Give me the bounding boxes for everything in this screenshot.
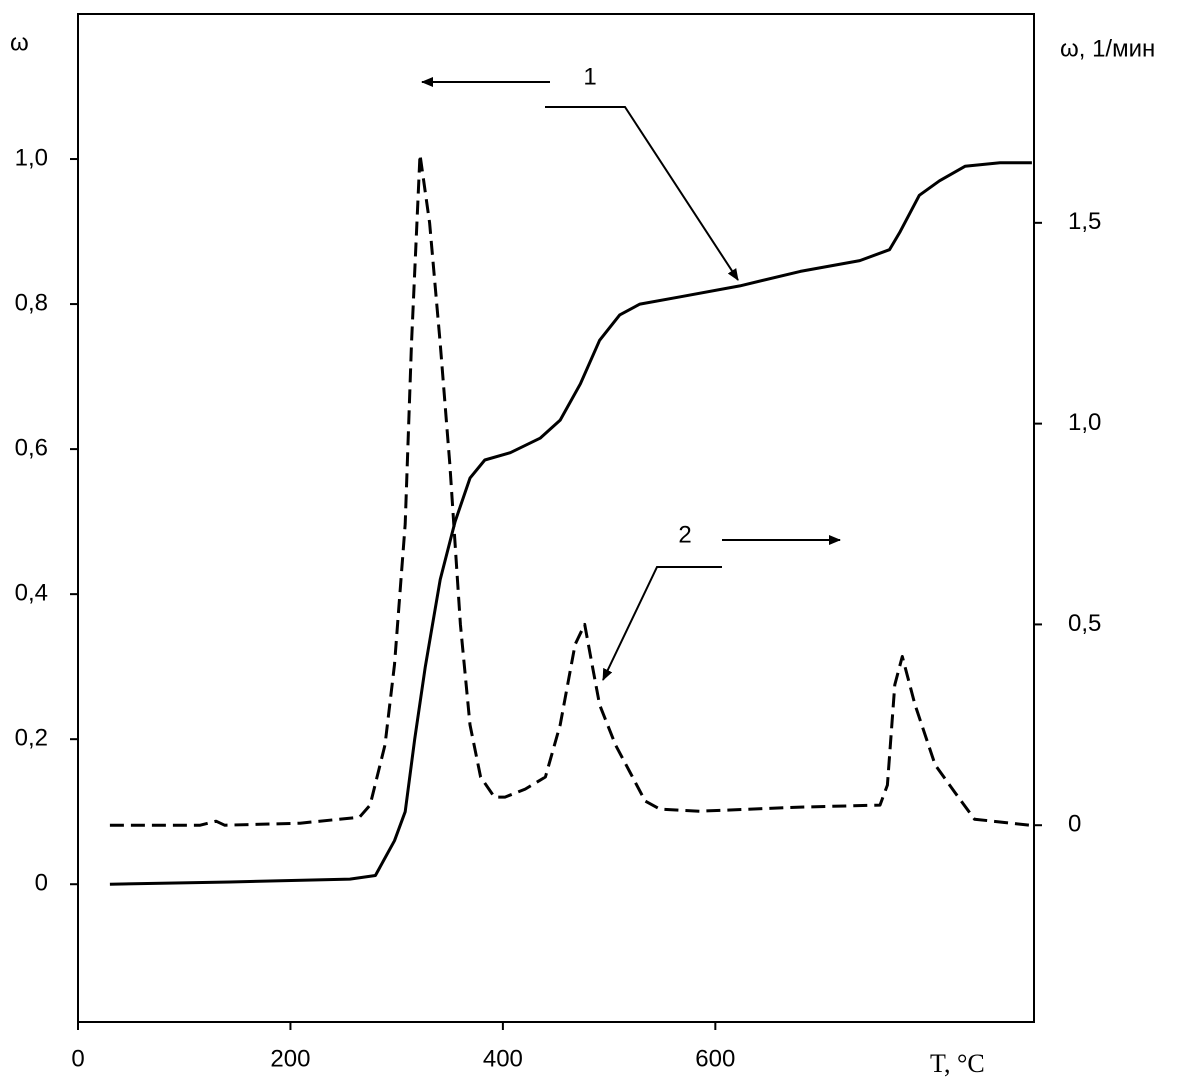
x-tick-label: 0 — [71, 1045, 84, 1072]
series-line — [109, 153, 1030, 827]
leader-line — [602, 566, 722, 681]
y-tick-label: 0,2 — [15, 725, 48, 752]
x-axis-label: T, °C — [930, 1049, 985, 1078]
series-label: 1 — [583, 63, 596, 90]
x-tick-label: 400 — [483, 1045, 523, 1072]
x-tick-label: 600 — [695, 1045, 735, 1072]
series-line — [109, 161, 1032, 886]
y-tick-label: 0,6 — [15, 434, 48, 461]
y2-tick-label: 1,5 — [1068, 208, 1101, 235]
y2-tick-label: 0 — [1068, 811, 1081, 838]
y-tick-label: 1,0 — [15, 144, 48, 171]
y2-tick-label: 1,0 — [1068, 409, 1101, 436]
plot-frame — [77, 13, 1035, 1023]
y2-axis-label: ω, 1/мин — [1060, 35, 1155, 62]
x-tick-label: 200 — [270, 1045, 310, 1072]
leader-line — [545, 106, 739, 281]
y2-tick-label: 0,5 — [1068, 610, 1101, 637]
y-tick-label: 0 — [35, 870, 48, 897]
series-label: 2 — [678, 521, 691, 548]
y-tick-label: 0,8 — [15, 289, 48, 316]
y-tick-label: 0,4 — [15, 579, 48, 606]
y-axis-label: ω — [10, 29, 29, 56]
